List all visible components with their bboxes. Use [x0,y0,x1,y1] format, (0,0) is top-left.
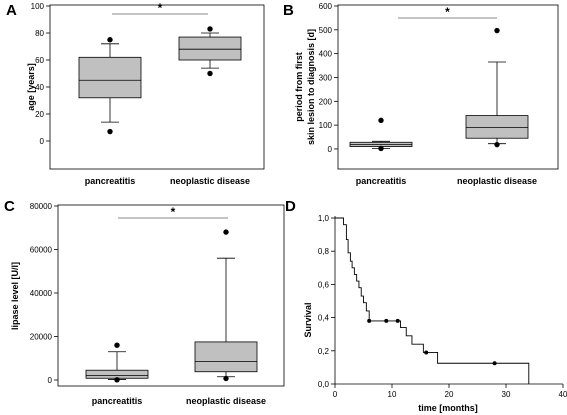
ytick-label: 0 [328,145,333,154]
ytick-label: 0,2 [318,347,330,356]
ytick-label: 0,8 [318,247,330,256]
outlier-point [494,27,500,34]
panel-b-ylabel-line1: period from first [294,52,304,122]
ytick-label: 300 [319,73,333,82]
ytick-label: 20 [35,110,44,119]
censored-point [395,318,400,323]
xtick-label: 0 [333,390,338,399]
ytick-label: 80000 [30,202,53,211]
panel-a-label: A [6,2,17,19]
panel-b: B 0 100 200 300 400 500 600 pancreatitis neoplas… [283,2,559,186]
category-label: neoplastic disease [186,396,266,406]
box-iqr [78,56,142,99]
ytick-label: 0,6 [318,280,330,289]
panel-b-frame [337,4,559,170]
outlier-point [207,70,213,77]
ytick-label: 80 [35,29,44,38]
panel-a: A 0 20 40 60 80 100 pancreatitis neoplastic dis… [6,1,265,186]
ytick-label: 0,0 [318,380,330,389]
ytick-label: 400 [319,50,333,59]
panel-d-xlabel: time [months] [418,403,478,413]
outlier-point [223,375,229,382]
category-label: neoplastic disease [170,176,250,186]
panel-a-ylabel: age [years] [26,63,36,111]
xtick-label: 10 [388,390,397,399]
ytick-label: 500 [319,26,333,35]
ytick-label: 60 [35,56,44,65]
ytick-label: 20000 [30,333,53,342]
panel-c-ylabel: lipase level [U/l] [10,262,20,330]
category-label: pancreatitis [85,176,136,186]
outlier-point [207,26,213,32]
outlier-point [494,141,500,148]
significance-star: * [158,1,163,15]
outlier-point [114,342,120,348]
category-label: pancreatitis [356,176,407,186]
xtick-label: 40 [559,390,567,399]
ytick-label: 0,4 [318,314,330,323]
ytick-label: 100 [31,2,45,11]
outlier-point [378,117,384,124]
box-iqr [178,36,242,61]
outlier-point [378,145,384,152]
ytick-label: 60000 [30,246,53,255]
censored-point [424,350,429,355]
panel-b-ylabel-line2: skin lesion to diagnosis [d] [306,29,316,145]
panel-d-label: D [285,198,296,215]
censored-point [384,318,389,323]
significance-star: * [445,5,450,19]
significance-star: * [171,205,176,219]
outlier-point [107,128,113,135]
ytick-label: 600 [319,2,333,11]
ytick-label: 40 [35,83,44,92]
panel-c: C 0 20000 40000 60000 80000 pancreatitis neopl… [4,198,285,406]
outlier-point [223,229,229,235]
outlier-point [114,377,120,383]
panel-b-label: B [283,2,294,19]
ytick-label: 1,0 [318,214,330,223]
xtick-label: 30 [502,390,511,399]
panel-c-label: C [4,198,15,215]
outlier-point [107,37,113,43]
censored-point [492,361,497,366]
category-label: pancreatitis [92,396,143,406]
ytick-label: 100 [319,121,333,130]
ytick-label: 0 [40,137,45,146]
ytick-label: 200 [319,97,333,106]
panel-c-frame [57,204,285,387]
category-label: neoplastic disease [457,176,537,186]
box-iqr [85,369,149,379]
box-iqr [194,341,258,373]
panel-d-ylabel: Survival [303,302,313,337]
box-iqr [465,115,529,139]
xtick-label: 20 [445,390,454,399]
survival-curve [335,217,530,384]
censored-point [367,318,372,323]
ytick-label: 40000 [30,289,53,298]
ytick-label: 0 [48,376,53,385]
panel-d: D 0,0 0,2 0,4 0,6 0,8 1,0 0 10 20 30 40 Survival t… [285,198,567,413]
